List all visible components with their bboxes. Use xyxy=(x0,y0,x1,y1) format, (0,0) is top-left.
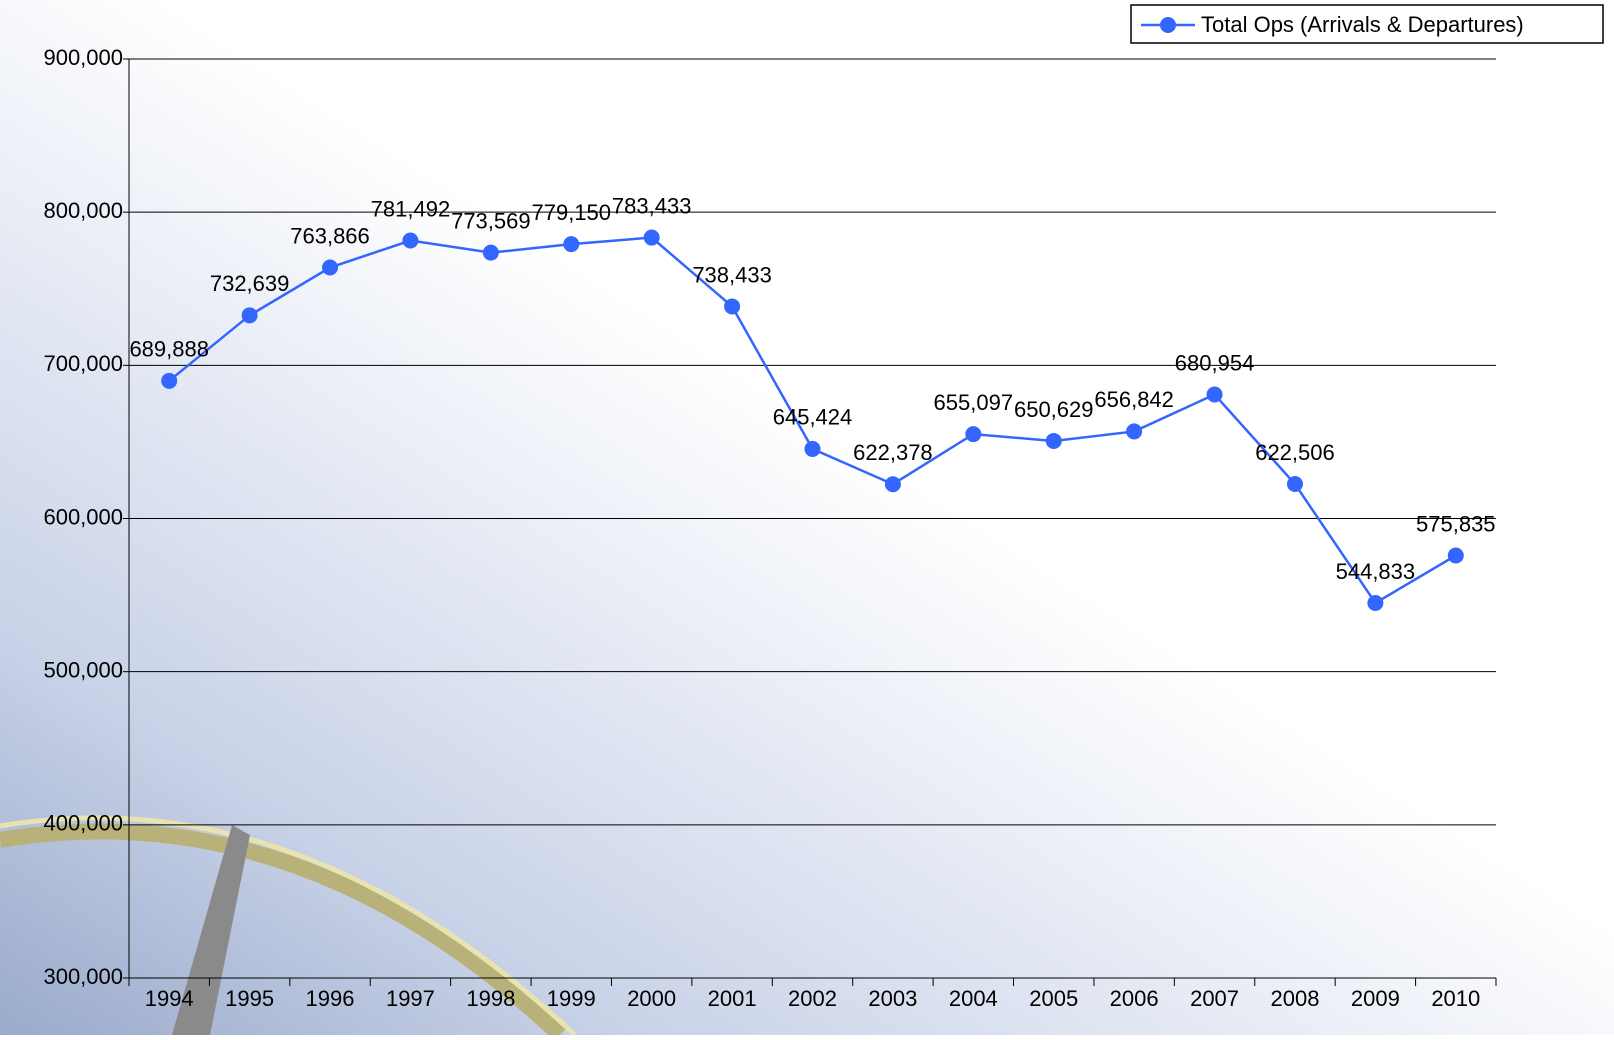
data-label: 575,835 xyxy=(1416,511,1496,536)
data-point xyxy=(161,372,178,389)
legend-box xyxy=(1130,4,1604,44)
decor-pillar xyxy=(172,825,250,1035)
legend-marker xyxy=(1160,17,1176,33)
data-label: 689,888 xyxy=(129,337,209,362)
data-label: 656,842 xyxy=(1094,387,1174,412)
data-label: 763,866 xyxy=(290,223,370,248)
x-tick-label: 2005 xyxy=(1029,986,1078,1011)
data-point xyxy=(884,476,901,493)
data-label: 779,150 xyxy=(531,200,611,225)
data-label: 622,378 xyxy=(853,440,933,465)
y-tick-label: 400,000 xyxy=(43,811,123,836)
data-point xyxy=(402,232,419,249)
data-label: 773,569 xyxy=(451,208,531,233)
data-point xyxy=(965,426,982,443)
data-point xyxy=(1045,432,1062,449)
x-tick-label: 1994 xyxy=(145,986,194,1011)
y-tick-label: 600,000 xyxy=(43,504,123,529)
data-point xyxy=(1206,386,1223,403)
data-label: 783,433 xyxy=(612,193,692,218)
data-point xyxy=(1126,423,1143,440)
data-label: 655,097 xyxy=(934,390,1014,415)
data-label: 544,833 xyxy=(1336,559,1416,584)
data-point xyxy=(563,236,580,253)
data-label: 781,492 xyxy=(371,196,451,221)
x-tick-label: 1997 xyxy=(386,986,435,1011)
x-tick-label: 1998 xyxy=(466,986,515,1011)
x-tick-label: 2004 xyxy=(949,986,998,1011)
x-tick-label: 1995 xyxy=(225,986,274,1011)
data-point xyxy=(1447,547,1464,564)
data-point xyxy=(724,298,741,315)
y-tick-label: 500,000 xyxy=(43,657,123,682)
legend: Total Ops (Arrivals & Departures) xyxy=(1130,4,1604,44)
data-point xyxy=(482,244,499,261)
x-tick-label: 2000 xyxy=(627,986,676,1011)
data-label: 738,433 xyxy=(692,262,772,287)
x-tick-label: 1999 xyxy=(547,986,596,1011)
legend-label: Total Ops (Arrivals & Departures) xyxy=(1201,12,1524,37)
y-tick-label: 800,000 xyxy=(43,198,123,223)
data-label: 622,506 xyxy=(1255,440,1335,465)
data-point xyxy=(241,307,258,324)
x-tick-label: 2009 xyxy=(1351,986,1400,1011)
data-point xyxy=(1367,594,1384,611)
x-tick-label: 2001 xyxy=(708,986,757,1011)
data-point xyxy=(322,259,339,276)
data-label: 680,954 xyxy=(1175,350,1255,375)
y-tick-label: 300,000 xyxy=(43,964,123,989)
x-tick-label: 2010 xyxy=(1431,986,1480,1011)
x-tick-label: 2007 xyxy=(1190,986,1239,1011)
data-label: 650,629 xyxy=(1014,397,1094,422)
x-tick-label: 1996 xyxy=(306,986,355,1011)
y-tick-label: 700,000 xyxy=(43,351,123,376)
x-tick-label: 2006 xyxy=(1110,986,1159,1011)
data-point xyxy=(643,229,660,246)
data-point xyxy=(804,440,821,457)
x-tick-label: 2003 xyxy=(868,986,917,1011)
x-tick-label: 2002 xyxy=(788,986,837,1011)
data-point xyxy=(1286,476,1303,493)
decor-arc xyxy=(0,823,566,1040)
y-tick-label: 900,000 xyxy=(43,45,123,70)
data-label: 732,639 xyxy=(210,271,290,296)
data-label: 645,424 xyxy=(773,405,853,430)
decor-arc xyxy=(0,815,577,1037)
x-tick-label: 2008 xyxy=(1270,986,1319,1011)
